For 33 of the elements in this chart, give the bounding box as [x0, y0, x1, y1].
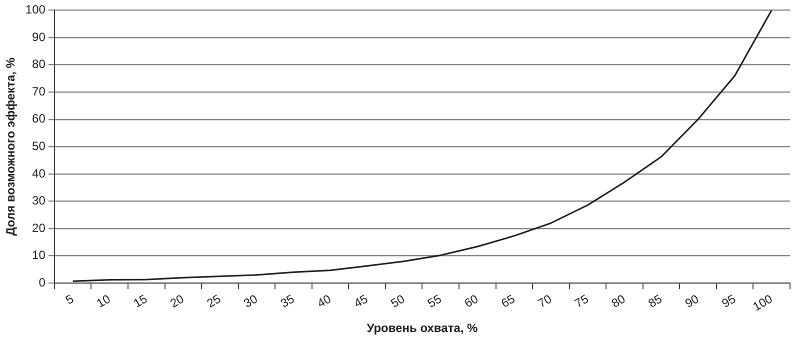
- y-tick-label: 60: [32, 112, 46, 126]
- x-tick-label: 85: [646, 292, 665, 310]
- x-tick-label: 5: [63, 292, 76, 308]
- x-tick-label: 55: [425, 292, 444, 310]
- x-tick-label: 100: [750, 292, 776, 314]
- x-tick-label: 10: [94, 292, 114, 310]
- y-tick-label: 100: [25, 2, 46, 17]
- x-tick-label: 30: [241, 292, 260, 310]
- x-tick-label: 75: [572, 292, 592, 310]
- y-tick-label: 30: [32, 194, 46, 208]
- y-tick-label: 90: [32, 30, 46, 44]
- x-tick-label: 45: [352, 292, 370, 310]
- x-tick-label: 15: [130, 292, 150, 310]
- x-tick-label: 50: [388, 292, 408, 310]
- y-axis-title: Доля возможного эффекта, %: [4, 57, 18, 236]
- x-tick-label: 90: [682, 292, 702, 310]
- y-tick-label: 80: [32, 57, 46, 72]
- y-tick-label: 50: [32, 138, 46, 153]
- y-tick-label: 10: [32, 248, 46, 262]
- x-tick-label: 60: [462, 292, 481, 310]
- x-tick-label: 40: [314, 292, 334, 310]
- y-tick-label: 40: [32, 166, 46, 180]
- y-tick-label: 0: [38, 275, 46, 290]
- x-tick-label: 70: [536, 292, 554, 310]
- x-axis-title: Уровень охвата, %: [366, 321, 478, 336]
- x-tick-label: 20: [168, 292, 187, 310]
- x-tick-label: 65: [498, 292, 518, 310]
- x-tick-label: 25: [204, 292, 224, 310]
- y-tick-label: 20: [32, 220, 46, 235]
- x-tick-label: 95: [719, 292, 738, 310]
- x-tick-label: 35: [278, 292, 297, 310]
- x-tick-label: 80: [609, 292, 628, 310]
- y-tick-label: 70: [32, 84, 46, 98]
